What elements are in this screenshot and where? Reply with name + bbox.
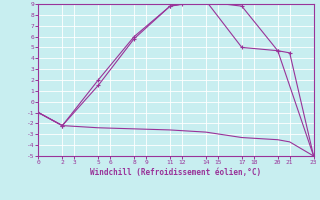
X-axis label: Windchill (Refroidissement éolien,°C): Windchill (Refroidissement éolien,°C) [91,168,261,177]
